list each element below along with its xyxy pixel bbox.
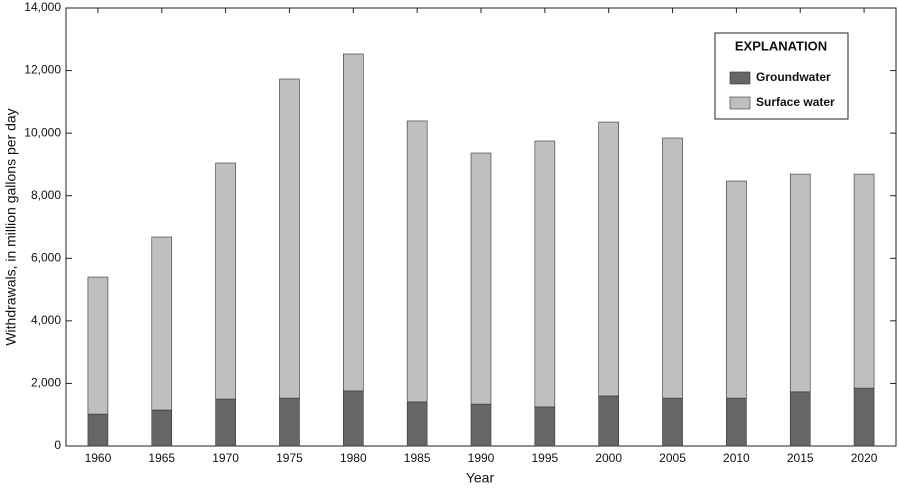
legend-swatch [729,71,751,85]
x-tick-label: 1965 [148,451,175,465]
bar-segment [151,236,173,411]
bar-segment [470,403,492,447]
bar-segment [406,401,428,447]
bar-segment [853,173,875,389]
x-tick-label: 2000 [595,451,622,465]
bar-segment [215,398,236,447]
bar-segment [726,180,747,399]
y-tick-label: 0 [54,438,61,452]
y-tick-label: 12,000 [24,63,61,77]
x-axis-label: Year [466,470,495,486]
bar-segment [279,397,300,447]
bar-segment [343,390,364,447]
y-tick-label: 4,000 [31,313,61,327]
bar-segment [215,162,236,400]
bar-segment [853,387,875,447]
bar-segment [343,53,364,392]
bar-segment [534,140,556,408]
x-tick-label: 1985 [404,451,431,465]
bar-segment [726,397,747,447]
x-tick-label: 2010 [723,451,750,465]
x-tick-label: 1960 [85,451,112,465]
x-tick-label: 2005 [659,451,686,465]
y-tick-label: 14,000 [24,0,61,14]
bar-segment [598,121,619,397]
legend-label: Surface water [756,95,835,109]
bar-segment [87,413,109,447]
bar-segment [151,409,173,447]
bar-segment [662,137,683,399]
x-tick-label: 2015 [787,451,814,465]
x-tick-label: 1975 [276,451,303,465]
bar-segment [662,397,683,447]
y-tick-label: 10,000 [24,125,61,139]
y-tick-label: 6,000 [31,250,61,264]
bar-segment [598,395,619,447]
y-tick-label: 2,000 [31,376,61,390]
y-tick-label: 8,000 [31,188,61,202]
legend-swatch [729,96,751,110]
bar-segment [406,120,428,403]
x-tick-label: 1970 [212,451,239,465]
x-tick-label: 2020 [851,451,878,465]
bar-segment [87,276,109,415]
bar-segment [789,391,811,447]
x-tick-label: 1995 [531,451,558,465]
bar-segment [534,406,556,447]
legend-label: Groundwater [756,70,831,84]
bar-segment [789,173,811,393]
legend-title: EXPLANATION [735,38,827,53]
x-tick-label: 1990 [468,451,495,465]
y-axis-label: Withdrawals, in million gallons per day [3,108,19,345]
bar-segment [279,78,300,399]
bar-segment [470,152,492,405]
x-tick-label: 1980 [340,451,367,465]
